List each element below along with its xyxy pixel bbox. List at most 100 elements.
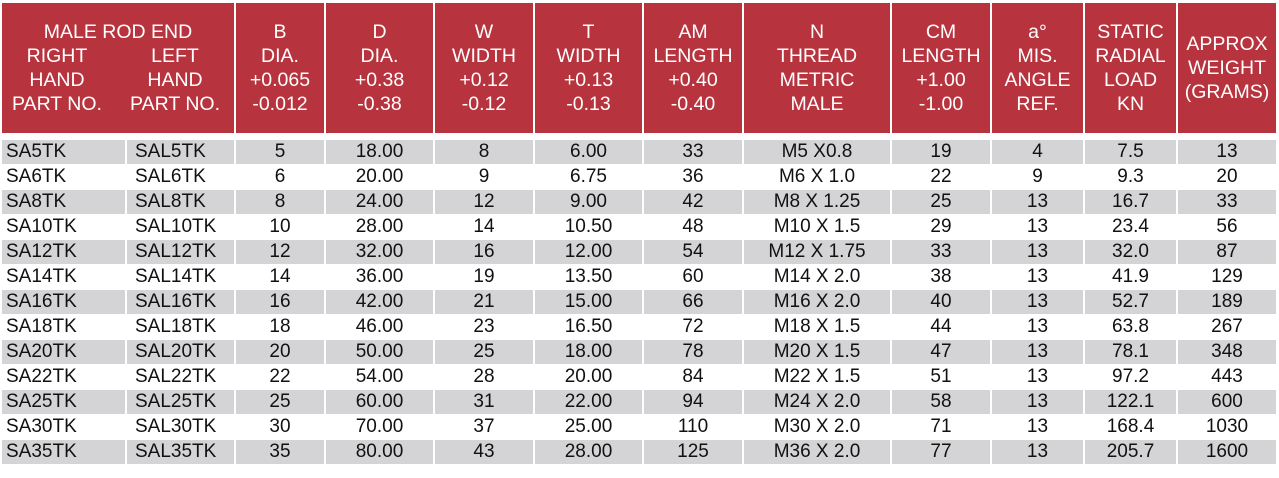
cell-am-length: 125 — [642, 440, 742, 465]
cell-misalign-angle: 4 — [990, 140, 1083, 165]
cell-static-radial-load: 32.0 — [1083, 240, 1176, 265]
header-line: +0.12 — [459, 69, 509, 91]
header-line: APPROX — [1186, 33, 1268, 55]
cell-b-dia: 20 — [234, 340, 324, 365]
header-line: +0.13 — [563, 69, 614, 91]
cell-left-hand-part-no: SAL5TK — [125, 140, 234, 165]
cell-w-width: 31 — [433, 390, 533, 415]
table-row: SA22TK SAL22TK 22 54.00 28 20.00 84 M22 X 1.5 51… — [2, 365, 1276, 390]
cell-approx-weight: 443 — [1176, 365, 1276, 390]
cell-d-dia: 18.00 — [324, 140, 433, 165]
cell-d-dia: 80.00 — [324, 440, 433, 465]
cell-cm-length: 25 — [890, 190, 990, 215]
cell-n-thread: M36 X 2.0 — [742, 440, 890, 465]
header-line: -0.38 — [357, 93, 402, 115]
header-b-dia: B DIA. +0.065 -0.012 — [234, 3, 324, 133]
cell-static-radial-load: 16.7 — [1083, 190, 1176, 215]
cell-n-thread: M16 X 2.0 — [742, 290, 890, 315]
spacer-row — [2, 133, 1276, 140]
cell-n-thread: M22 X 1.5 — [742, 365, 890, 390]
cell-w-width: 14 — [433, 215, 533, 240]
cell-w-width: 28 — [433, 365, 533, 390]
header-line: B — [273, 21, 287, 43]
cell-am-length: 84 — [642, 365, 742, 390]
cell-d-dia: 28.00 — [324, 215, 433, 240]
cell-right-hand-part-no: SA35TK — [2, 440, 125, 465]
cell-approx-weight: 1030 — [1176, 415, 1276, 440]
cell-approx-weight: 267 — [1176, 315, 1276, 340]
table-row: SA18TK SAL18TK 18 46.00 23 16.50 72 M18 X 1.5 44… — [2, 315, 1276, 340]
header-line: HAND — [29, 69, 85, 91]
cell-n-thread: M12 X 1.75 — [742, 240, 890, 265]
header-cm-length: CM LENGTH +1.00 -1.00 — [890, 3, 990, 133]
cell-w-width: 8 — [433, 140, 533, 165]
cell-approx-weight: 189 — [1176, 290, 1276, 315]
cell-am-length: 72 — [642, 315, 742, 340]
cell-right-hand-part-no: SA6TK — [2, 165, 125, 190]
header-line: PART NO. — [130, 93, 220, 115]
cell-d-dia: 50.00 — [324, 340, 433, 365]
cell-approx-weight: 600 — [1176, 390, 1276, 415]
cell-static-radial-load: 205.7 — [1083, 440, 1176, 465]
cell-misalign-angle: 13 — [990, 315, 1083, 340]
cell-t-width: 20.00 — [533, 365, 642, 390]
cell-misalign-angle: 13 — [990, 440, 1083, 465]
cell-static-radial-load: 122.1 — [1083, 390, 1176, 415]
cell-b-dia: 22 — [234, 365, 324, 390]
cell-right-hand-part-no: SA5TK — [2, 140, 125, 165]
cell-static-radial-load: 9.3 — [1083, 165, 1176, 190]
cell-static-radial-load: 41.9 — [1083, 265, 1176, 290]
cell-n-thread: M30 X 2.0 — [742, 415, 890, 440]
header-line: -0.40 — [670, 93, 716, 115]
cell-b-dia: 12 — [234, 240, 324, 265]
header-line: WIDTH — [452, 45, 516, 67]
cell-left-hand-part-no: SAL8TK — [125, 190, 234, 215]
cell-am-length: 48 — [642, 215, 742, 240]
cell-left-hand-part-no: SAL25TK — [125, 390, 234, 415]
cell-w-width: 23 — [433, 315, 533, 340]
header-line: (GRAMS) — [1184, 81, 1270, 103]
cell-t-width: 6.75 — [533, 165, 642, 190]
cell-am-length: 60 — [642, 265, 742, 290]
cell-w-width: 43 — [433, 440, 533, 465]
header-line: MIS. — [1017, 45, 1058, 67]
cell-n-thread: M5 X0.8 — [742, 140, 890, 165]
cell-right-hand-part-no: SA12TK — [2, 240, 125, 265]
header-line: a° — [1028, 21, 1047, 43]
cell-am-length: 42 — [642, 190, 742, 215]
header-gap — [2, 133, 1276, 140]
cell-d-dia: 24.00 — [324, 190, 433, 215]
cell-w-width: 9 — [433, 165, 533, 190]
cell-static-radial-load: 78.1 — [1083, 340, 1176, 365]
cell-static-radial-load: 168.4 — [1083, 415, 1176, 440]
cell-t-width: 22.00 — [533, 390, 642, 415]
cell-n-thread: M20 X 1.5 — [742, 340, 890, 365]
table-row: SA25TK SAL25TK 25 60.00 31 22.00 94 M24 X 2.0 58… — [2, 390, 1276, 415]
cell-t-width: 25.00 — [533, 415, 642, 440]
cell-cm-length: 44 — [890, 315, 990, 340]
cell-cm-length: 33 — [890, 240, 990, 265]
header-t-width: T WIDTH +0.13 -0.13 — [533, 3, 642, 133]
header-line: HAND — [147, 69, 203, 91]
header-line: CM — [925, 21, 957, 43]
cell-left-hand-part-no: SAL30TK — [125, 415, 234, 440]
cell-am-length: 78 — [642, 340, 742, 365]
cell-t-width: 15.00 — [533, 290, 642, 315]
header-line: N — [809, 21, 825, 43]
cell-n-thread: M10 X 1.5 — [742, 215, 890, 240]
header-left-hand: LEFT HAND PART NO. — [130, 44, 220, 116]
header-line: KN — [1116, 93, 1145, 115]
cell-left-hand-part-no: SAL18TK — [125, 315, 234, 340]
cell-w-width: 25 — [433, 340, 533, 365]
cell-right-hand-part-no: SA8TK — [2, 190, 125, 215]
cell-n-thread: M8 X 1.25 — [742, 190, 890, 215]
table-row: SA16TK SAL16TK 16 42.00 21 15.00 66 M16 X 2.0 40… — [2, 290, 1276, 315]
cell-left-hand-part-no: SAL16TK — [125, 290, 234, 315]
header-approx-weight: APPROX WEIGHT (GRAMS) — [1176, 3, 1276, 133]
header-line: W — [474, 21, 494, 43]
cell-b-dia: 6 — [234, 165, 324, 190]
header-line: LENGTH — [653, 45, 733, 67]
header-line: MALE — [790, 93, 844, 115]
cell-n-thread: M14 X 2.0 — [742, 265, 890, 290]
cell-left-hand-part-no: SAL20TK — [125, 340, 234, 365]
